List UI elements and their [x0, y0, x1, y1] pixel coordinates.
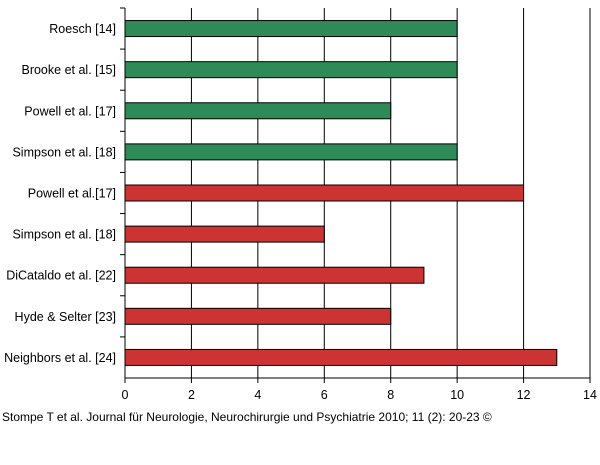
category-label: Neighbors et al. [24] [4, 351, 116, 365]
x-tick-labels: 0 2 4 6 8 10 12 14 [122, 388, 597, 402]
category-label: Powell et al.[17] [28, 187, 116, 201]
category-label: Roesch [14] [49, 22, 116, 36]
bar [124, 102, 392, 120]
x-tick-label: 0 [122, 388, 129, 402]
x-tick-label: 2 [188, 388, 195, 402]
bar [124, 307, 392, 325]
category-label: DiCataldo et al. [22] [6, 269, 116, 283]
category-label: Brooke et al. [15] [21, 63, 116, 77]
bar [124, 266, 425, 284]
bar [124, 20, 458, 38]
x-tick-label: 10 [450, 388, 464, 402]
bar [124, 225, 325, 243]
x-tick-label: 12 [517, 388, 531, 402]
bar-chart: Roesch [14] Brooke et al. [15] Powell et a… [4, 7, 597, 402]
category-label: Simpson et al. [18] [12, 145, 116, 159]
bar [124, 61, 458, 79]
category-label: Simpson et al. [18] [12, 228, 116, 242]
bars [124, 20, 558, 366]
citation-footer: Stompe T et al. Journal für Neurologie, … [2, 410, 492, 424]
axes [120, 7, 591, 383]
category-label: Powell et al. [17] [24, 104, 116, 118]
x-tick-label: 14 [583, 388, 597, 402]
category-labels: Roesch [14] Brooke et al. [15] Powell et a… [4, 22, 116, 365]
x-tick-label: 8 [387, 388, 394, 402]
x-tick-label: 4 [254, 388, 261, 402]
category-label: Hyde & Selter [23] [15, 310, 116, 324]
bar [124, 184, 525, 202]
bar [124, 348, 558, 366]
bar [124, 143, 458, 161]
x-tick-label: 6 [321, 388, 328, 402]
